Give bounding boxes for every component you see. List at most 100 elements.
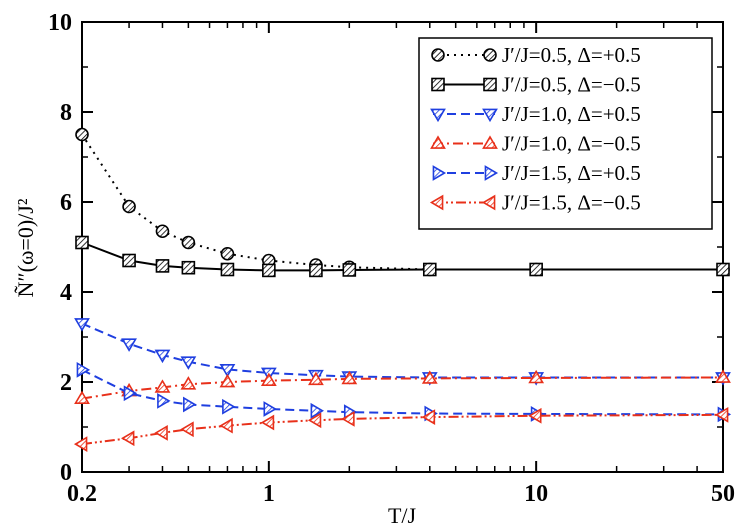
data-point [421, 370, 438, 384]
legend-item: J′/J=0.5, Δ=+0.5 [431, 43, 641, 67]
data-point [183, 396, 197, 413]
legend-item: J′/J=1.0, Δ=+0.5 [430, 102, 641, 126]
legend-item: J′/J=1.0, Δ=−0.5 [430, 132, 641, 156]
data-point [154, 424, 168, 441]
data-point [220, 262, 235, 277]
legend-label: J′/J=1.5, Δ=−0.5 [502, 191, 641, 215]
data-point [155, 259, 170, 273]
series-line [81, 368, 724, 416]
legend-marker [483, 77, 497, 92]
data-point [122, 253, 136, 268]
data-point [121, 338, 137, 352]
data-point [529, 262, 543, 277]
x-tick-label: 0.2 [67, 481, 97, 507]
legend-label: J′/J=1.0, Δ=+0.5 [502, 102, 641, 126]
data-point [122, 199, 136, 214]
legend-label: J′/J=0.5, Δ=−0.5 [502, 73, 641, 97]
data-point [309, 263, 323, 278]
legend-marker [430, 108, 446, 123]
legend-item: J′/J=1.5, Δ=+0.5 [432, 161, 641, 185]
data-point [308, 371, 324, 386]
data-point [260, 372, 277, 387]
series-6 [73, 406, 729, 452]
data-point [120, 430, 135, 447]
data-point [262, 263, 276, 278]
legend-label: J′/J=0.5, Δ=+0.5 [502, 43, 641, 67]
legend-marker [482, 135, 498, 149]
legend-marker [484, 165, 499, 181]
data-point [528, 369, 545, 384]
legend-marker [482, 108, 498, 123]
data-point [219, 373, 236, 388]
legend-box [418, 37, 713, 230]
data-point [528, 407, 542, 424]
series-line [81, 322, 723, 379]
legend-marker [431, 77, 445, 92]
legend-marker [483, 48, 497, 62]
data-point [181, 260, 196, 275]
legend-marker [431, 48, 445, 62]
series-line [81, 241, 723, 272]
data-point [263, 401, 277, 417]
x-tick-label: 1 [263, 481, 275, 507]
y-tick-label: 0 [60, 460, 72, 486]
data-point [342, 263, 357, 277]
data-point [180, 376, 197, 390]
data-point [310, 402, 324, 419]
legend-marker [481, 194, 496, 211]
data-point [75, 235, 89, 250]
series-2 [75, 235, 730, 278]
y-tick-label: 8 [60, 100, 72, 126]
legend-item: J′/J=1.5, Δ=−0.5 [429, 191, 641, 215]
legend-item: J′/J=0.5, Δ=−0.5 [431, 73, 641, 97]
x-axis-title: T/J [388, 503, 417, 528]
legend: J′/J=0.5, Δ=+0.5 J′/J=0.5, Δ=−0.5 J′/J=1.0… [418, 37, 713, 230]
series-5 [76, 361, 732, 423]
data-point [715, 369, 731, 383]
data-point [421, 409, 436, 425]
legend-marker [432, 165, 447, 181]
data-point [260, 414, 275, 431]
axis-ticks: 0 2 4 6 8 10 0.2 1 10 50 [48, 10, 735, 507]
y-tick-label: 2 [60, 370, 72, 396]
y-tick-label: 10 [48, 10, 72, 36]
data-point [74, 390, 90, 405]
data-point [74, 318, 90, 332]
legend-label: J′/J=1.5, Δ=+0.5 [502, 161, 641, 185]
legend-label: J′/J=1.0, Δ=−0.5 [502, 132, 641, 156]
y-tick-label: 6 [60, 190, 72, 216]
data-point [716, 262, 730, 277]
x-tick-label: 50 [711, 481, 735, 507]
data-point [180, 356, 197, 370]
data-point [220, 246, 235, 261]
series-line [81, 413, 724, 446]
data-point [75, 127, 89, 142]
data-point [154, 349, 171, 364]
series-layer [73, 127, 732, 452]
y-tick-label: 4 [60, 280, 72, 306]
data-point [714, 406, 729, 423]
data-point [219, 417, 233, 434]
series-line [81, 376, 724, 400]
data-point [76, 361, 91, 378]
legend-marker [430, 135, 446, 149]
data-point [422, 262, 437, 277]
data-point [155, 224, 170, 239]
data-point [219, 364, 236, 378]
series-3 [74, 318, 731, 386]
series-4 [74, 369, 731, 405]
data-point [222, 398, 236, 415]
data-point [157, 393, 171, 409]
data-point [73, 436, 88, 452]
data-point [341, 370, 358, 385]
x-tick-label: 10 [524, 481, 548, 507]
y-axis-title: Ñ″(ω=0)/J² [13, 198, 38, 297]
data-point [180, 421, 194, 438]
legend-marker [429, 194, 444, 211]
data-point [154, 379, 171, 393]
data-point [123, 385, 138, 402]
data-point [181, 235, 196, 250]
data-point [341, 411, 355, 427]
data-point [307, 412, 322, 429]
